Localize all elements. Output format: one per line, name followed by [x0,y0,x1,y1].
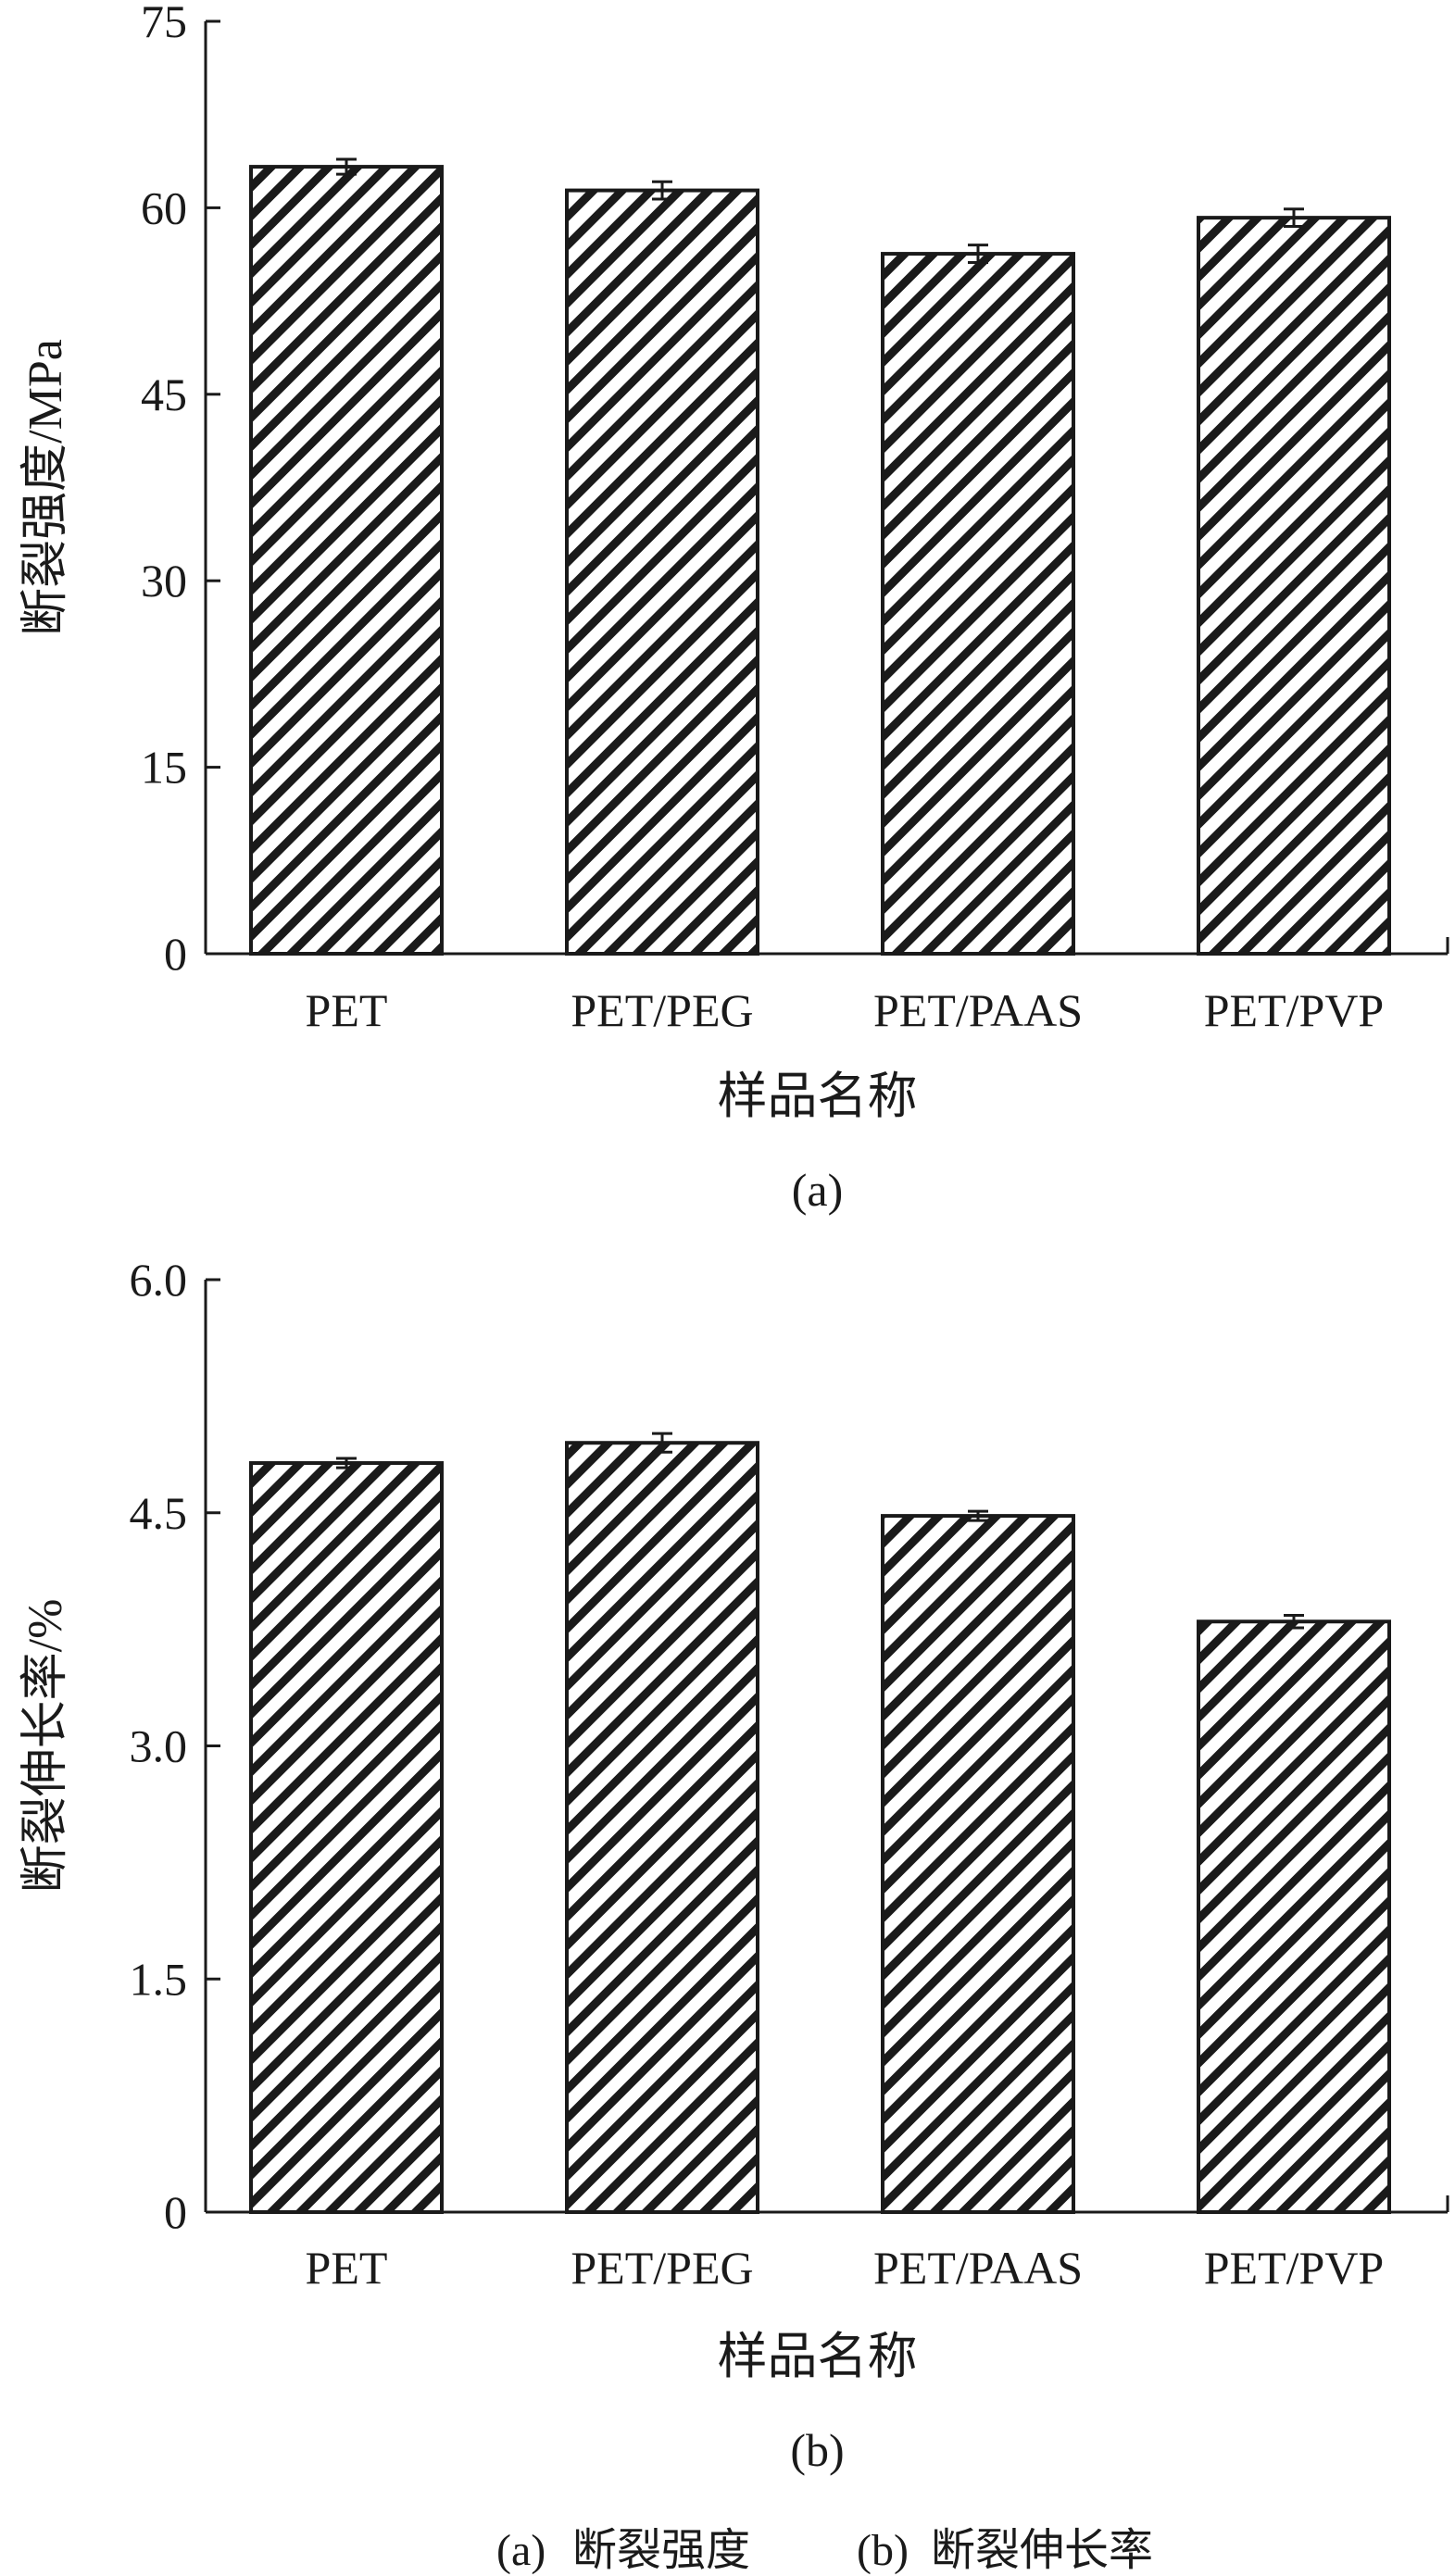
bar [1197,216,1391,956]
y-tick-label: 3.0 [130,1720,188,1772]
bar [249,1461,444,2214]
x-axis-title: 样品名称 [718,1069,918,1124]
chart-panel-b: 0 1.5 3.0 4.5 6.0 PET PET/PEG PET/PAAS PET/PVP 样品… [19,1254,1449,2476]
chart-panel-a: 0 15 30 45 60 75 PET PET/PEG PET/PAAS PET/PVP 样品名称… [19,0,1449,1216]
x-axis-title: 样品名称 [718,2329,918,2384]
caption-a-text: 断裂强度 [572,2526,750,2575]
caption-a-label: (a) [496,2526,546,2575]
y-tick-label: 30 [141,555,187,606]
panel-label: (b) [790,2424,844,2476]
category-label: PET/PVP [1204,984,1385,1036]
y-tick-label: 0 [164,928,187,980]
figure-caption: (a) 断裂强度 (b) 断裂伸长率 [496,2526,1153,2575]
bar [881,252,1075,956]
y-tick-label: 60 [141,181,187,233]
category-label: PET [306,984,388,1036]
bar [565,1441,759,2214]
panel-label: (a) [792,1164,844,1216]
category-label: PET/PVP [1204,2242,1385,2294]
y-tick-label: 45 [141,369,187,420]
bar [881,1514,1075,2214]
caption-b-text: 断裂伸长率 [931,2526,1153,2575]
bar [1197,1619,1391,2214]
y-axis-title: 断裂伸长率/% [19,1599,72,1894]
y-tick-label: 4.5 [130,1487,188,1539]
category-label: PET/PEG [571,2242,753,2294]
y-tick-label: 75 [141,0,187,47]
y-axis-title: 断裂强度/MPa [19,339,72,636]
y-tick-label: 6.0 [130,1254,188,1306]
category-label: PET/PAAS [873,984,1083,1036]
y-tick-label: 15 [141,742,187,794]
bar [249,165,444,957]
y-tick-label: 1.5 [130,1953,188,2005]
category-label: PET/PEG [571,984,753,1036]
bar [565,188,759,956]
category-label: PET [306,2242,388,2294]
category-label: PET/PAAS [873,2242,1083,2294]
y-tick-label: 0 [164,2186,187,2238]
caption-b-label: (b) [857,2526,909,2575]
